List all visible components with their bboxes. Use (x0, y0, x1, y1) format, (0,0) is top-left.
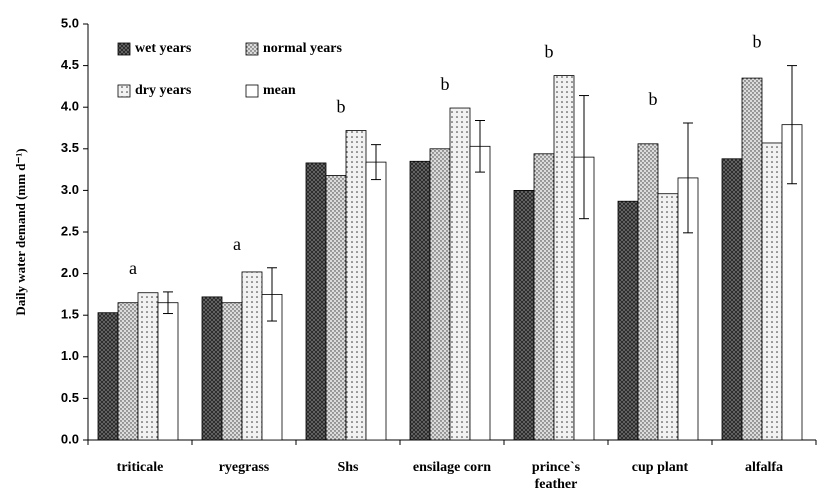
error-bar (579, 95, 589, 220)
error-bar (787, 65, 797, 185)
bar (97, 312, 119, 441)
legend-label: wet years (135, 41, 192, 56)
legend-label: mean (263, 83, 296, 98)
legend-swatch (117, 84, 131, 98)
y-axis-label: Daily water demand (mm d⁻¹) (13, 148, 28, 315)
y-tick-label: 3.0 (61, 182, 79, 197)
y-tick-label: 0.0 (61, 431, 79, 446)
y-tick-label: 1.5 (61, 307, 79, 322)
annotation: b (545, 42, 554, 62)
bar (721, 158, 743, 441)
error-bar (371, 144, 381, 181)
legend-label: normal years (263, 41, 342, 56)
bar (761, 142, 783, 441)
y-tick-label: 1.0 (61, 348, 79, 363)
x-tick-label: ryegrass (218, 460, 270, 475)
y-tick-label: 3.5 (61, 140, 79, 155)
bar (345, 130, 367, 441)
bar (429, 148, 451, 441)
bar (469, 145, 491, 441)
bar (117, 302, 139, 441)
x-tick-label: prince`s feather (531, 460, 581, 492)
x-tick-label: Shs (337, 460, 359, 475)
y-tick-label: 2.0 (61, 265, 79, 280)
annotation: b (753, 32, 762, 52)
annotation: b (337, 97, 346, 117)
annotation: b (441, 74, 450, 94)
y-tick-label: 0.5 (61, 390, 79, 405)
legend-swatch (245, 84, 259, 98)
bar (201, 296, 223, 441)
x-tick-label: alfalfa (744, 460, 784, 475)
x-tick-label: cup plant (631, 460, 689, 475)
error-bar (163, 291, 173, 315)
bar (657, 193, 679, 441)
y-tick-label: 2.5 (61, 223, 79, 238)
bar (305, 162, 327, 441)
bar (637, 143, 659, 441)
bar (553, 75, 575, 441)
error-bar (267, 267, 277, 322)
x-tick-label: ensilage corn (412, 460, 492, 475)
y-tick-label: 4.0 (61, 99, 79, 114)
annotation: a (233, 234, 241, 254)
annotation: b (649, 89, 658, 109)
annotation: a (129, 258, 137, 278)
x-tick-label: triticale (116, 460, 164, 475)
legend-swatch (117, 42, 131, 56)
bar (617, 200, 639, 441)
y-tick-label: 5.0 (61, 15, 79, 30)
bar (741, 77, 763, 441)
y-tick-label: 4.5 (61, 57, 79, 72)
bar (241, 271, 263, 441)
bar (325, 175, 347, 441)
legend-swatch (245, 42, 259, 56)
bar (221, 302, 243, 441)
bar (409, 160, 431, 441)
bar (365, 161, 387, 441)
bar (449, 107, 471, 441)
bar (513, 189, 535, 441)
error-bar (475, 120, 485, 173)
legend-label: dry years (135, 83, 192, 98)
bar (137, 292, 159, 441)
bar (533, 153, 555, 441)
bar (157, 302, 179, 441)
error-bar (683, 122, 693, 234)
